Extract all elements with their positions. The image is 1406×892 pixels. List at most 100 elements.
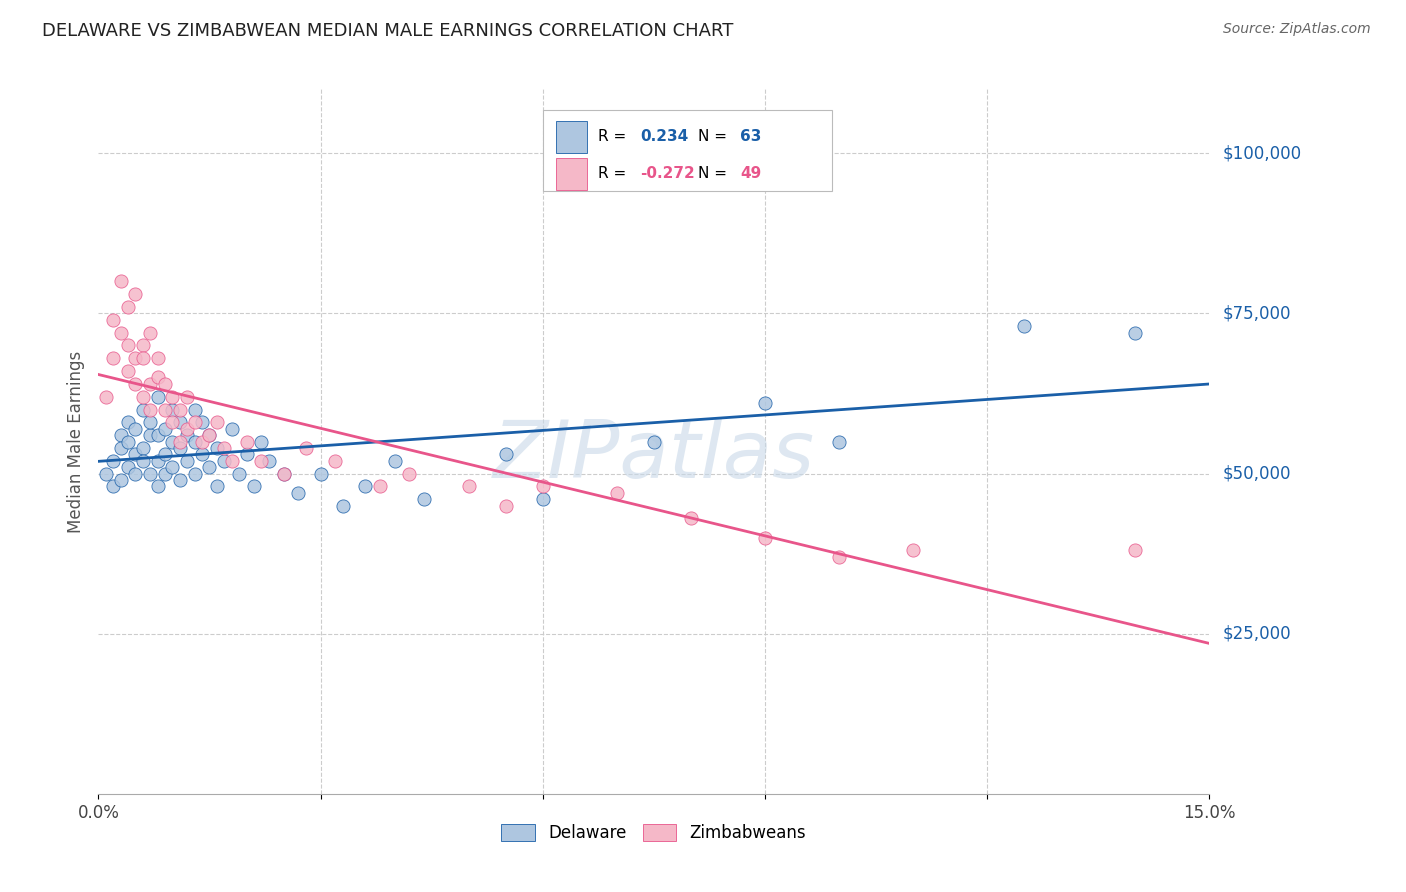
Point bbox=[146, 370, 169, 384]
Point bbox=[153, 467, 176, 481]
Point bbox=[309, 467, 332, 481]
Point bbox=[153, 402, 176, 417]
Point bbox=[162, 390, 184, 404]
Point bbox=[110, 274, 132, 288]
Point bbox=[198, 428, 221, 442]
Point bbox=[828, 549, 851, 564]
Text: N =: N = bbox=[699, 129, 733, 145]
Point bbox=[110, 473, 132, 487]
Point bbox=[250, 434, 273, 449]
Point bbox=[228, 467, 250, 481]
Point bbox=[368, 479, 391, 493]
Text: 49: 49 bbox=[741, 166, 762, 181]
Text: N =: N = bbox=[699, 166, 733, 181]
Point bbox=[191, 434, 214, 449]
Y-axis label: Median Male Earnings: Median Male Earnings bbox=[66, 351, 84, 533]
Point bbox=[191, 415, 214, 429]
Point bbox=[176, 428, 198, 442]
Point bbox=[495, 447, 517, 461]
Text: $50,000: $50,000 bbox=[1223, 465, 1292, 483]
Bar bbox=[555, 121, 588, 153]
Text: $25,000: $25,000 bbox=[1223, 624, 1292, 643]
Legend: Delaware, Zimbabweans: Delaware, Zimbabweans bbox=[495, 817, 813, 849]
Point bbox=[94, 467, 117, 481]
Point bbox=[146, 351, 169, 366]
Point bbox=[103, 479, 125, 493]
Point bbox=[273, 467, 295, 481]
Point bbox=[413, 492, 436, 507]
Point bbox=[384, 454, 406, 468]
Point bbox=[132, 390, 155, 404]
Point bbox=[214, 454, 236, 468]
Point bbox=[153, 376, 176, 391]
Point bbox=[139, 402, 162, 417]
Point bbox=[176, 454, 198, 468]
Text: ZIPatlas: ZIPatlas bbox=[492, 417, 815, 495]
Point bbox=[221, 454, 243, 468]
Point bbox=[117, 300, 139, 314]
Point bbox=[124, 467, 146, 481]
Text: 0.234: 0.234 bbox=[641, 129, 689, 145]
Point bbox=[828, 434, 851, 449]
Point bbox=[250, 454, 273, 468]
Point bbox=[325, 454, 347, 468]
Point bbox=[183, 434, 205, 449]
Point bbox=[243, 479, 266, 493]
Text: $75,000: $75,000 bbox=[1223, 304, 1292, 322]
Point bbox=[679, 511, 702, 525]
Point bbox=[176, 390, 198, 404]
Point bbox=[205, 441, 228, 455]
Point bbox=[606, 485, 628, 500]
Point bbox=[495, 499, 517, 513]
Point bbox=[169, 402, 191, 417]
Point bbox=[198, 428, 221, 442]
Text: DELAWARE VS ZIMBABWEAN MEDIAN MALE EARNINGS CORRELATION CHART: DELAWARE VS ZIMBABWEAN MEDIAN MALE EARNI… bbox=[42, 22, 734, 40]
Point bbox=[1123, 326, 1146, 340]
Point bbox=[205, 479, 228, 493]
Point bbox=[531, 492, 554, 507]
Point bbox=[117, 434, 139, 449]
Bar bbox=[555, 158, 588, 190]
Point bbox=[139, 376, 162, 391]
Point bbox=[124, 376, 146, 391]
Point bbox=[103, 313, 125, 327]
Point bbox=[754, 531, 776, 545]
Point bbox=[257, 454, 280, 468]
Point bbox=[110, 428, 132, 442]
Point bbox=[132, 338, 155, 352]
Point bbox=[124, 351, 146, 366]
Point bbox=[146, 428, 169, 442]
Point bbox=[183, 467, 205, 481]
Point bbox=[183, 415, 205, 429]
Point bbox=[754, 396, 776, 410]
Point bbox=[139, 326, 162, 340]
Point bbox=[124, 422, 146, 436]
Point bbox=[132, 402, 155, 417]
Point bbox=[294, 441, 316, 455]
Point bbox=[183, 402, 205, 417]
Point bbox=[221, 422, 243, 436]
Point bbox=[132, 351, 155, 366]
Point bbox=[457, 479, 479, 493]
Point bbox=[643, 434, 665, 449]
Point bbox=[110, 326, 132, 340]
Point bbox=[205, 415, 228, 429]
Point bbox=[901, 543, 924, 558]
Point bbox=[162, 460, 184, 475]
Point bbox=[153, 422, 176, 436]
Point bbox=[214, 441, 236, 455]
Point bbox=[146, 479, 169, 493]
Point bbox=[287, 485, 309, 500]
Point bbox=[169, 415, 191, 429]
Text: R =: R = bbox=[599, 129, 631, 145]
Point bbox=[139, 415, 162, 429]
Point bbox=[531, 479, 554, 493]
Point bbox=[398, 467, 420, 481]
Text: Source: ZipAtlas.com: Source: ZipAtlas.com bbox=[1223, 22, 1371, 37]
Point bbox=[117, 460, 139, 475]
Point bbox=[235, 447, 257, 461]
Point bbox=[354, 479, 377, 493]
Point bbox=[169, 473, 191, 487]
Point bbox=[162, 434, 184, 449]
Point bbox=[235, 434, 257, 449]
